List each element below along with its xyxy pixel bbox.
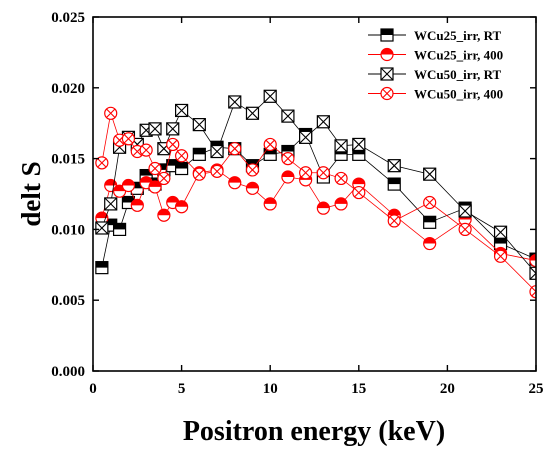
- x-tick-label: 0: [89, 381, 97, 397]
- x-tick-label: 20: [440, 381, 455, 397]
- data-point: [104, 197, 118, 211]
- series-layer: [95, 89, 536, 299]
- data-point: [529, 285, 536, 299]
- data-point: [245, 106, 260, 120]
- legend-label: WCu50_irr, 400: [414, 87, 503, 102]
- data-point: [387, 214, 401, 228]
- data-point: [352, 185, 366, 200]
- data-point: [104, 106, 118, 120]
- data-point: [458, 222, 472, 236]
- data-point: [316, 201, 330, 215]
- y-axis-title: delt S: [16, 161, 46, 226]
- data-point: [281, 152, 295, 166]
- data-point: [458, 204, 472, 218]
- legend-label: WCu25_irr, RT: [414, 28, 502, 43]
- data-point: [529, 266, 536, 280]
- legend-item: WCu25_irr, 400: [368, 48, 503, 63]
- data-point: [148, 122, 162, 136]
- data-point: [423, 215, 437, 229]
- x-tick-label: 10: [263, 381, 278, 397]
- data-point: [493, 249, 508, 263]
- legend-label: WCu25_irr, 400: [414, 48, 503, 63]
- data-point: [245, 181, 260, 195]
- data-point: [387, 177, 401, 191]
- data-point: [175, 149, 189, 163]
- data-point: [352, 137, 366, 152]
- legend-label: WCu50_irr, RT: [414, 67, 502, 82]
- data-point: [157, 208, 171, 222]
- data-point: [299, 166, 313, 180]
- data-point: [157, 171, 171, 186]
- legend-item: WCu25_irr, RT: [368, 28, 502, 43]
- data-point: [423, 195, 437, 210]
- data-point: [175, 161, 189, 176]
- data-point: [387, 159, 401, 173]
- data-point: [334, 139, 348, 153]
- y-tick-label: 0.005: [51, 293, 85, 309]
- data-point: [228, 142, 242, 156]
- data-point: [228, 95, 242, 109]
- x-axis-title: Positron energy (keV): [183, 416, 445, 447]
- data-point: [334, 197, 348, 211]
- data-point: [423, 167, 437, 181]
- data-point: [148, 180, 162, 194]
- data-point: [529, 253, 536, 268]
- data-point: [95, 211, 109, 225]
- data-point: [316, 115, 330, 129]
- data-point: [334, 171, 348, 186]
- data-point: [281, 109, 295, 123]
- y-tick-label: 0.000: [51, 364, 85, 380]
- data-point: [210, 164, 224, 178]
- y-tick-label: 0.020: [51, 81, 85, 97]
- data-point: [121, 132, 136, 146]
- data-point: [148, 161, 162, 176]
- data-point: [95, 221, 109, 235]
- data-point: [112, 222, 127, 236]
- data-point: [192, 147, 206, 161]
- data-point: [263, 147, 277, 161]
- data-point: [130, 198, 144, 212]
- y-tick-label: 0.025: [51, 10, 85, 26]
- data-point: [316, 166, 330, 180]
- data-point: [423, 236, 437, 251]
- legend-item: WCu50_irr, 400: [368, 87, 503, 102]
- x-tick-label: 25: [529, 381, 544, 397]
- data-point: [95, 261, 109, 275]
- data-point: [166, 122, 180, 136]
- data-point: [175, 200, 189, 214]
- data-point: [139, 143, 153, 157]
- data-point: [228, 176, 242, 190]
- data-point: [245, 163, 260, 177]
- legend-marker: [380, 67, 394, 81]
- data-point: [166, 137, 180, 152]
- x-tick-label: 5: [178, 381, 186, 397]
- x-tick-label: 15: [351, 381, 366, 397]
- data-point: [175, 103, 189, 118]
- legend-marker: [380, 28, 394, 42]
- data-point: [493, 225, 508, 239]
- data-point: [281, 170, 295, 184]
- data-point: [299, 130, 313, 144]
- data-point: [263, 89, 277, 103]
- legend-item: WCu50_irr, RT: [368, 67, 502, 82]
- y-tick-label: 0.010: [51, 222, 85, 238]
- legend-marker: [380, 86, 394, 101]
- x-axis: 0 5 10 15 20 25: [89, 17, 544, 397]
- data-point: [95, 156, 109, 170]
- legend-marker: [380, 47, 394, 62]
- data-point: [210, 144, 224, 159]
- data-point: [192, 118, 206, 132]
- y-axis: 0.000 0.005 0.010 0.015 0.020 0.025: [51, 10, 536, 380]
- data-point: [121, 178, 136, 193]
- data-point: [263, 197, 277, 211]
- series-4: [95, 106, 536, 299]
- legend: WCu25_irr, RT WCu25_irr, 400 WCu50_irr, RT…: [368, 28, 503, 102]
- y-tick-label: 0.015: [51, 152, 85, 168]
- data-point: [192, 167, 206, 181]
- data-point: [263, 137, 277, 152]
- plot-frame: [92, 16, 537, 372]
